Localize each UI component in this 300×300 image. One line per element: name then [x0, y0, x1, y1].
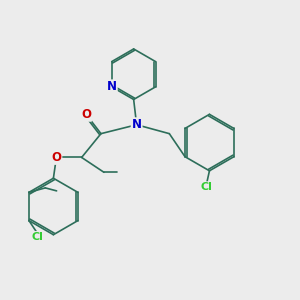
Text: N: N: [107, 80, 117, 93]
Text: O: O: [81, 108, 91, 121]
Text: Cl: Cl: [200, 182, 212, 192]
Text: O: O: [51, 151, 62, 164]
Text: N: N: [132, 118, 142, 131]
Text: Cl: Cl: [32, 232, 44, 242]
